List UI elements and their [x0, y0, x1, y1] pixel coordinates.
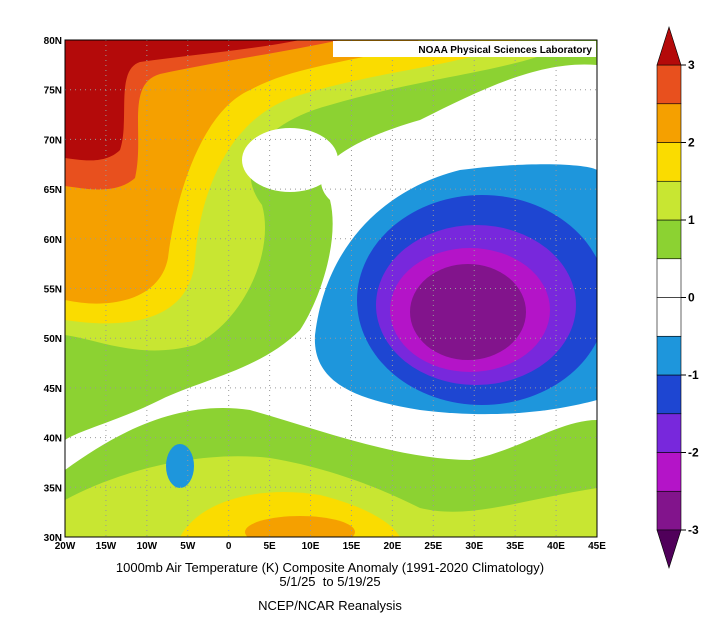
- colorbar-segment: [656, 142, 682, 182]
- colorbar: 3 2 1 0 -1 -2 -3: [656, 26, 699, 569]
- lon-label: 15E: [343, 541, 361, 552]
- colorbar-segment: [656, 413, 682, 453]
- colorbar-segment: [656, 452, 682, 492]
- colorbar-label: -2: [688, 446, 699, 460]
- lat-label: 40N: [44, 434, 62, 445]
- lat-label: 45N: [44, 384, 62, 395]
- lon-label: 20E: [383, 541, 401, 552]
- colorbar-label: -1: [688, 368, 699, 382]
- colorbar-label: -3: [688, 523, 699, 537]
- lat-label: 70N: [44, 135, 62, 146]
- blue-spot: [166, 444, 194, 488]
- warm-red: [65, 40, 340, 190]
- colorbar-segment: [656, 490, 682, 531]
- colorbar-segment: [656, 64, 682, 105]
- lat-label: 75N: [44, 86, 62, 97]
- cold-darkpurple: [410, 264, 526, 360]
- lon-label: 40E: [547, 541, 565, 552]
- colorbar-segment: [656, 180, 682, 221]
- lon-label: 20W: [55, 541, 76, 552]
- graticule: [65, 40, 597, 537]
- lat-label: 50N: [44, 334, 62, 345]
- colorbar-segment: [656, 103, 682, 143]
- colorbar-segment: [656, 297, 682, 337]
- lon-label: 30E: [465, 541, 483, 552]
- colorbar-under: [656, 529, 682, 569]
- lon-label: 10W: [137, 541, 158, 552]
- source-box: [333, 41, 596, 57]
- lon-label: 15W: [96, 541, 117, 552]
- anomaly-field: [65, 40, 597, 537]
- colorbar-label: 1: [688, 213, 695, 227]
- warm-orange: [65, 40, 420, 304]
- colorbar-label: 3: [688, 58, 695, 72]
- lon-label: 35E: [506, 541, 524, 552]
- lat-label: 35N: [44, 483, 62, 494]
- lon-label: 10E: [302, 541, 320, 552]
- south-orange: [245, 516, 355, 537]
- lat-label: 65N: [44, 185, 62, 196]
- colorbar-label: 2: [688, 136, 695, 150]
- lon-label: 5W: [180, 541, 196, 552]
- lat-label: 80N: [44, 36, 62, 47]
- warm-darkred: [65, 40, 300, 161]
- lon-label: 45E: [588, 541, 606, 552]
- colorbar-label: 0: [688, 291, 695, 305]
- map-title: 1000mb Air Temperature (K) Composite Ano…: [116, 560, 544, 575]
- dataset-label: NCEP/NCAR Reanalysis: [258, 598, 402, 613]
- lon-label: 5E: [263, 541, 276, 552]
- colorbar-segment: [656, 335, 682, 376]
- lon-label: 25E: [424, 541, 442, 552]
- colorbar-segment: [656, 258, 682, 298]
- source-label: NOAA Physical Sciences Laboratory: [418, 45, 592, 56]
- colorbar-over: [656, 26, 682, 66]
- lat-label: 55N: [44, 285, 62, 296]
- date-range: 5/1/25 to 5/19/25: [279, 574, 380, 589]
- colorbar-segment: [656, 374, 682, 415]
- colorbar-segment: [656, 219, 682, 260]
- lon-label: 0: [226, 541, 232, 552]
- lat-label: 30N: [44, 533, 62, 544]
- cool-hole: [242, 128, 338, 192]
- lat-label: 60N: [44, 235, 62, 246]
- map-frame: [64, 39, 598, 538]
